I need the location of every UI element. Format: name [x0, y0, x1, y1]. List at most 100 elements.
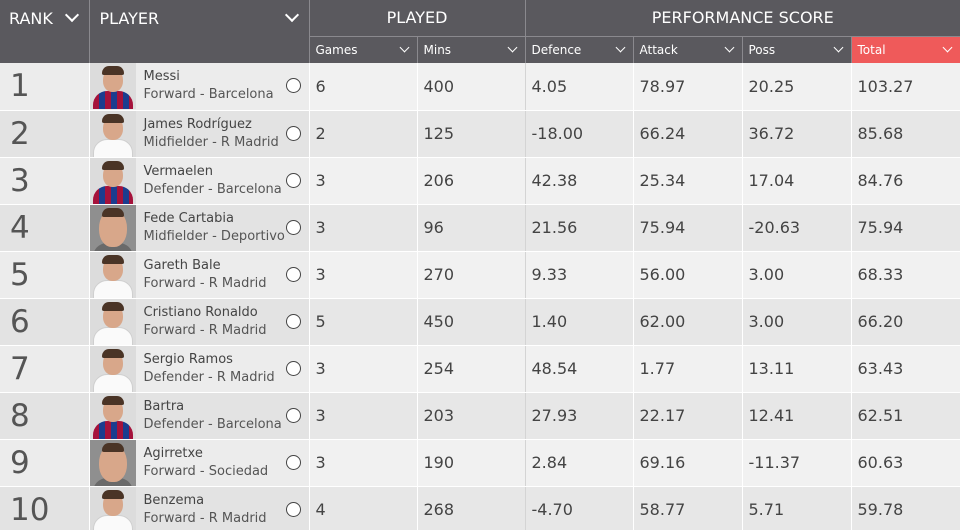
games-column-header[interactable]: Games [309, 35, 418, 63]
defence-cell: 9.33 [525, 251, 634, 299]
mins-cell: 125 [417, 110, 526, 158]
player-header[interactable]: PLAYER [89, 0, 310, 63]
rank-cell: 10 [0, 486, 90, 530]
radio-icon[interactable] [285, 266, 301, 282]
attack-cell: 75.94 [633, 204, 743, 252]
radio-icon[interactable] [285, 407, 301, 423]
table-row: 8 Bartra Defender - Barcelona 3 203 27.9… [0, 392, 960, 440]
rank-cell: 7 [0, 345, 90, 393]
performance-group-header: PERFORMANCE SCORE [525, 0, 960, 36]
player-position-team: Forward - Sociedad [143, 463, 269, 479]
defence-cell: 1.40 [525, 298, 634, 346]
chevron-down-icon[interactable] [507, 42, 517, 52]
total-cell: 85.68 [851, 110, 960, 158]
poss-cell: -11.37 [742, 439, 852, 487]
poss-cell: 3.00 [742, 251, 852, 299]
attack-cell: 1.77 [633, 345, 743, 393]
total-cell: 66.20 [851, 298, 960, 346]
rank-cell: 9 [0, 439, 90, 487]
chevron-down-icon[interactable] [833, 42, 843, 52]
poss-column-header[interactable]: Poss [742, 35, 852, 63]
games-cell: 3 [309, 392, 418, 440]
player-cell: Gareth Bale Forward - R Madrid [89, 251, 310, 299]
player-avatar [89, 204, 136, 250]
ranking-rows: 1 Messi Forward - Barcelona 6 400 4.05 7… [0, 63, 960, 530]
player-position-team: Forward - R Madrid [143, 275, 267, 291]
player-name: Agirretxe [143, 445, 203, 461]
mins-cell: 450 [417, 298, 526, 346]
player-name: Vermaelen [143, 163, 213, 179]
chevron-down-icon[interactable] [615, 42, 625, 52]
radio-icon[interactable] [285, 219, 301, 235]
defence-column-header[interactable]: Defence [525, 35, 634, 63]
player-position-team: Defender - Barcelona [143, 181, 282, 197]
chevron-down-icon[interactable] [64, 7, 79, 23]
total-column-header[interactable]: Total [851, 35, 960, 63]
radio-icon[interactable] [285, 501, 301, 517]
chevron-down-icon[interactable] [284, 7, 299, 23]
player-cell: Fede Cartabia Midfielder - Deportivo [89, 204, 310, 252]
chevron-down-icon[interactable] [399, 42, 409, 52]
defence-cell: 21.56 [525, 204, 634, 252]
rank-header-label: RANK [9, 9, 53, 28]
mins-cell: 190 [417, 439, 526, 487]
poss-cell: 17.04 [742, 157, 852, 205]
player-position-team: Defender - Barcelona [143, 416, 282, 432]
games-header-label: Games [315, 42, 358, 57]
player-avatar [89, 157, 136, 203]
games-cell: 6 [309, 63, 418, 111]
player-cell: James Rodríguez Midfielder - R Madrid [89, 110, 310, 158]
defence-cell: 48.54 [525, 345, 634, 393]
radio-icon[interactable] [285, 78, 301, 93]
attack-column-header[interactable]: Attack [633, 35, 743, 63]
player-name: Sergio Ramos [143, 351, 233, 367]
radio-icon[interactable] [285, 360, 301, 376]
player-avatar [89, 298, 136, 344]
rank-cell: 5 [0, 251, 90, 299]
player-name: Gareth Bale [143, 257, 221, 273]
player-name: James Rodríguez [143, 116, 252, 132]
table-row: 6 Cristiano Ronaldo Forward - R Madrid 5… [0, 298, 960, 346]
chevron-down-icon[interactable] [724, 42, 734, 52]
player-avatar [89, 63, 136, 109]
player-name: Benzema [143, 492, 205, 508]
table-row: 2 James Rodríguez Midfielder - R Madrid … [0, 110, 960, 158]
player-position-team: Forward - Barcelona [143, 87, 274, 103]
attack-cell: 66.24 [633, 110, 743, 158]
table-row: 7 Sergio Ramos Defender - R Madrid 3 254… [0, 345, 960, 393]
player-position-team: Midfielder - R Madrid [143, 134, 279, 150]
poss-header-label: Poss [748, 42, 776, 57]
attack-cell: 62.00 [633, 298, 743, 346]
total-cell: 59.78 [851, 486, 960, 530]
attack-header-label: Attack [639, 42, 678, 57]
radio-icon[interactable] [285, 172, 301, 188]
radio-icon[interactable] [285, 454, 301, 470]
rank-cell: 4 [0, 204, 90, 252]
radio-icon[interactable] [285, 313, 301, 329]
total-cell: 75.94 [851, 204, 960, 252]
games-cell: 4 [309, 486, 418, 530]
poss-cell: 12.41 [742, 392, 852, 440]
games-cell: 3 [309, 439, 418, 487]
attack-cell: 58.77 [633, 486, 743, 530]
mins-cell: 254 [417, 345, 526, 393]
mins-cell: 400 [417, 63, 526, 111]
mins-column-header[interactable]: Mins [417, 35, 526, 63]
defence-cell: 27.93 [525, 392, 634, 440]
player-cell: Bartra Defender - Barcelona [89, 392, 310, 440]
radio-icon[interactable] [285, 125, 301, 141]
games-cell: 3 [309, 204, 418, 252]
player-position-team: Midfielder - Deportivo [143, 228, 285, 244]
total-cell: 68.33 [851, 251, 960, 299]
player-cell: Agirretxe Forward - Sociedad [89, 439, 310, 487]
played-group-header: PLAYED [309, 0, 526, 36]
chevron-down-icon[interactable] [942, 42, 953, 52]
player-avatar [89, 439, 136, 485]
games-cell: 3 [309, 251, 418, 299]
mins-header-label: Mins [423, 42, 452, 57]
player-cell: Benzema Forward - R Madrid [89, 486, 310, 530]
rank-header[interactable]: RANK [0, 0, 90, 63]
total-cell: 84.76 [851, 157, 960, 205]
player-avatar [89, 392, 136, 438]
